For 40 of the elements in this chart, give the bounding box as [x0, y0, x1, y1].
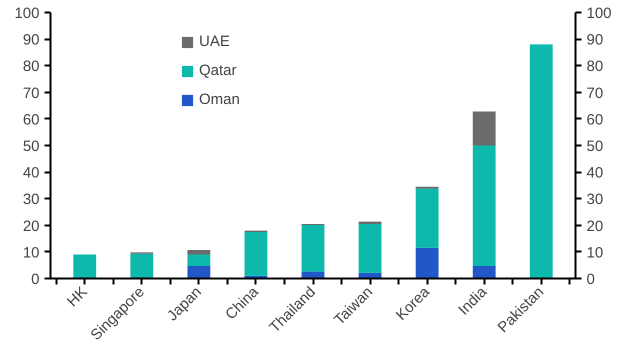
y2-tick-label: 40	[586, 164, 604, 182]
y-tick-label: 0	[31, 271, 40, 288]
bar	[472, 146, 496, 266]
y-tick-label: 50	[22, 138, 40, 155]
bar	[416, 248, 439, 278]
y2-tick-label: 10	[586, 244, 604, 262]
y2-tick-label: 70	[586, 84, 604, 102]
legend-label: UAE	[199, 33, 230, 50]
bar	[187, 266, 210, 278]
y2-tick-label: 0	[586, 271, 595, 288]
legend-label: Oman	[199, 91, 240, 108]
bar	[358, 224, 382, 273]
bar	[302, 225, 324, 272]
y-tick-label: 90	[22, 32, 40, 49]
y2-tick-label: 90	[586, 32, 604, 49]
y2-tick-label: 80	[586, 58, 604, 76]
y2-tick-label: 60	[586, 111, 604, 128]
y-tick-label: 10	[22, 244, 40, 262]
y2-tick-label: 20	[586, 218, 604, 235]
bar	[244, 232, 268, 276]
x-tick-label: HK	[64, 283, 91, 310]
bar	[187, 250, 210, 255]
y-tick-label: 30	[22, 191, 40, 208]
y-tick-label: 40	[22, 164, 40, 182]
y-tick-label: 100	[14, 5, 40, 22]
y-tick-label: 70	[22, 84, 40, 102]
y-tick-label: 60	[22, 111, 40, 128]
bar	[530, 44, 553, 278]
y-tick-label: 80	[22, 58, 40, 76]
y-tick-label: 20	[22, 218, 40, 235]
bar	[416, 188, 439, 248]
bar	[187, 254, 210, 266]
bar	[472, 266, 496, 278]
legend-label: Qatar	[199, 62, 237, 79]
y2-tick-label: 30	[586, 191, 604, 208]
bar	[472, 111, 496, 146]
y2-tick-label: 100	[586, 5, 612, 22]
bar	[73, 254, 96, 278]
bar	[130, 254, 154, 278]
y2-tick-label: 50	[586, 138, 604, 155]
